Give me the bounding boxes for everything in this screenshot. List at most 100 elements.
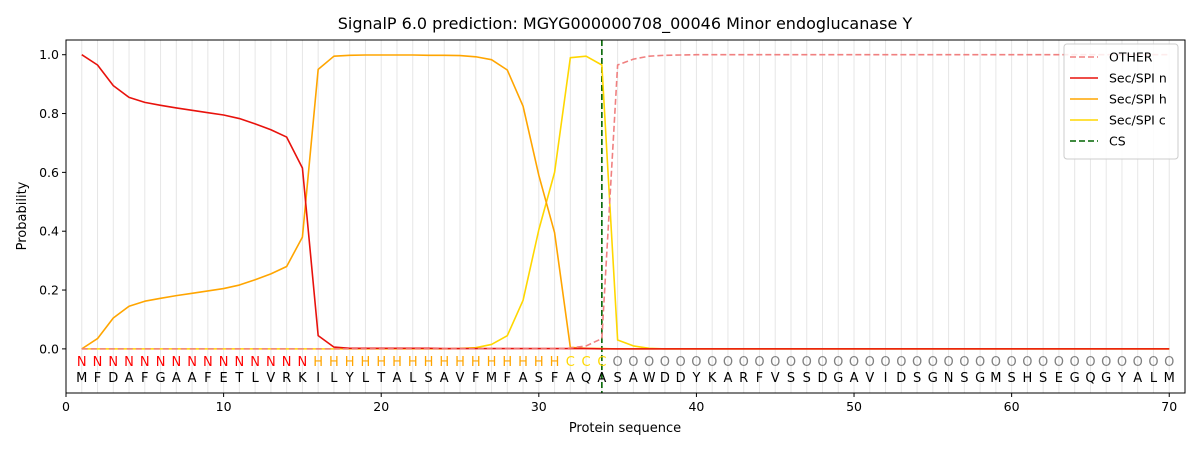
residue-label: N xyxy=(944,371,954,386)
residue-label: S xyxy=(535,371,543,386)
residue-label: I xyxy=(316,371,320,386)
residue-label: D xyxy=(896,371,906,386)
residue-label: V xyxy=(771,371,780,386)
residue-label: G xyxy=(833,371,843,386)
region-label: O xyxy=(660,355,670,370)
x-tick-label: 10 xyxy=(216,399,232,414)
region-label: O xyxy=(786,355,796,370)
region-label: N xyxy=(108,355,118,370)
residue-label: Y xyxy=(691,371,700,386)
region-label: O xyxy=(739,355,749,370)
region-label: O xyxy=(991,355,1001,370)
residue-label: Q xyxy=(1085,371,1095,386)
region-label: H xyxy=(345,355,355,370)
residue-label: A xyxy=(629,371,638,386)
residue-label: F xyxy=(551,371,558,386)
region-label: O xyxy=(613,355,623,370)
x-tick-label: 20 xyxy=(373,399,389,414)
residue-label: F xyxy=(94,371,101,386)
residue-label: Y xyxy=(1117,371,1126,386)
residue-label: S xyxy=(803,371,811,386)
x-tick-label: 30 xyxy=(531,399,547,414)
region-label: H xyxy=(408,355,418,370)
region-label: N xyxy=(298,355,308,370)
residue-label: D xyxy=(817,371,827,386)
residue-label: F xyxy=(756,371,763,386)
legend: OTHER Sec/SPI n Sec/SPI h Sec/SPI c CS xyxy=(1063,43,1179,160)
residue-label: A xyxy=(597,371,606,386)
residue-label: S xyxy=(613,371,621,386)
residue-label: V xyxy=(266,371,275,386)
region-label: N xyxy=(266,355,276,370)
residue-label: A xyxy=(440,371,449,386)
region-label: O xyxy=(865,355,875,370)
x-tick-label: 0 xyxy=(62,399,70,414)
y-tick-label: 0.6 xyxy=(39,165,59,180)
residue-label: S xyxy=(787,371,795,386)
y-tick-label: 0.8 xyxy=(39,106,59,121)
region-label: O xyxy=(1007,355,1017,370)
region-label: O xyxy=(928,355,938,370)
residue-label: G xyxy=(928,371,938,386)
region-label: O xyxy=(802,355,812,370)
region-label: O xyxy=(754,355,764,370)
x-tick-label: 40 xyxy=(688,399,704,414)
region-label: O xyxy=(896,355,906,370)
residue-label: T xyxy=(234,371,243,386)
residue-label: M xyxy=(990,371,1001,386)
region-label: O xyxy=(943,355,953,370)
residue-label: E xyxy=(219,371,227,386)
region-label: O xyxy=(1133,355,1143,370)
region-label: C xyxy=(566,355,575,370)
region-label: H xyxy=(376,355,386,370)
y-axis-label: Probability xyxy=(15,181,30,250)
y-tick-label: 1.0 xyxy=(39,47,59,62)
residue-label: G xyxy=(1070,371,1080,386)
y-tick-label: 0.0 xyxy=(39,341,59,356)
residue-label: D xyxy=(660,371,670,386)
residue-label: A xyxy=(1133,371,1142,386)
legend-entry: OTHER xyxy=(1109,50,1153,65)
residue-label: V xyxy=(865,371,874,386)
region-label: H xyxy=(361,355,371,370)
residue-label: A xyxy=(519,371,528,386)
region-label: N xyxy=(156,355,166,370)
region-label: H xyxy=(329,355,339,370)
region-label: N xyxy=(93,355,103,370)
x-tick-label: 70 xyxy=(1161,399,1177,414)
region-label: O xyxy=(1164,355,1174,370)
region-label: O xyxy=(644,355,654,370)
region-label: O xyxy=(723,355,733,370)
region-label: H xyxy=(471,355,481,370)
residue-label: L xyxy=(330,371,338,386)
region-label: H xyxy=(550,355,560,370)
region-label: O xyxy=(1148,355,1158,370)
residue-label: W xyxy=(643,371,656,386)
residue-label: F xyxy=(204,371,211,386)
region-label: O xyxy=(975,355,985,370)
region-label: H xyxy=(424,355,434,370)
residue-label: A xyxy=(188,371,197,386)
region-label: H xyxy=(534,355,544,370)
region-label: N xyxy=(124,355,134,370)
region-label: N xyxy=(187,355,197,370)
residue-label: S xyxy=(960,371,968,386)
residue-label: L xyxy=(1150,371,1158,386)
region-label: O xyxy=(707,355,717,370)
legend-entry: Sec/SPI c xyxy=(1109,113,1166,128)
sequence-annotation: NMNFNDNANFNGNANANFNENTNLNVNRNKHIHLHYHLHT… xyxy=(76,355,1175,386)
residue-label: K xyxy=(298,371,307,386)
region-label: H xyxy=(502,355,512,370)
residue-label: M xyxy=(1164,371,1175,386)
region-label: O xyxy=(1101,355,1111,370)
series-line-sec-spi-n xyxy=(81,54,1170,350)
region-label: N xyxy=(282,355,292,370)
legend-entry: Sec/SPI n xyxy=(1109,71,1167,86)
region-label: H xyxy=(439,355,449,370)
x-tick-label: 60 xyxy=(1004,399,1020,414)
region-label: H xyxy=(392,355,402,370)
residue-label: S xyxy=(1039,371,1047,386)
region-label: O xyxy=(770,355,780,370)
region-label: O xyxy=(1054,355,1064,370)
